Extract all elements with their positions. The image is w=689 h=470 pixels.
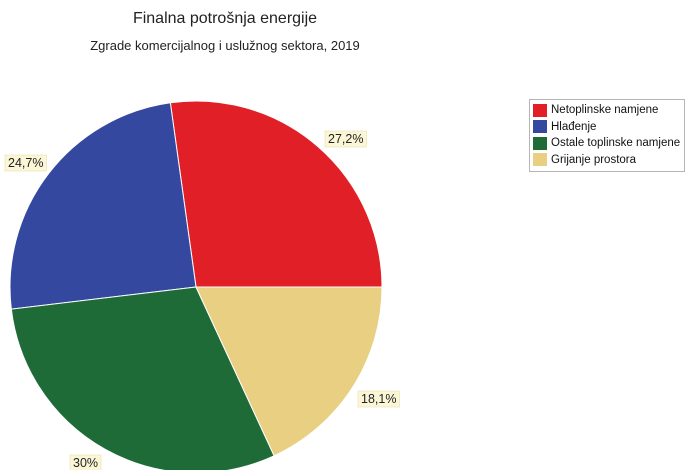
chart-title: Finalna potrošnja energije xyxy=(132,10,318,27)
legend-swatch-ostale-toplinske xyxy=(533,136,547,150)
data-label-text-0: 27,2% xyxy=(328,132,363,146)
data-label-0: 27,2% xyxy=(324,130,367,148)
data-label-3: 24,7% xyxy=(4,154,47,172)
data-label-1: 18,1% xyxy=(357,390,400,408)
legend-label-grijanje-prostora: Grijanje prostora xyxy=(551,153,637,166)
data-label-text-2: 30% xyxy=(73,456,98,470)
data-label-bg-2 xyxy=(69,454,102,470)
data-label-text-3: 24,7% xyxy=(8,156,43,170)
legend-item-ostale-toplinske: Ostale toplinske namjene xyxy=(533,135,680,152)
legend-label-ostale-toplinske: Ostale toplinske namjene xyxy=(551,137,681,150)
pie-labels: 27,2% 18,1% 30% 24,7% xyxy=(4,130,400,470)
data-label-bg-0 xyxy=(324,130,367,148)
data-label-bg-3 xyxy=(4,154,47,172)
legend-item-grijanje-prostora: Grijanje prostora xyxy=(533,152,680,169)
chart-subtitle: Zgrade komercijalnog i uslužnog sektora,… xyxy=(90,38,360,53)
legend-item-netoplinske: Netoplinske namjene xyxy=(533,102,680,119)
pie-slice-ostale-toplinske-namjene xyxy=(10,286,275,470)
legend-swatch-netoplinske xyxy=(533,103,547,117)
pie-slice-netoplinske-namjene xyxy=(169,100,383,288)
pie-slice-hla-enje xyxy=(9,102,197,310)
data-label-2: 30% xyxy=(69,454,102,470)
data-label-text-1: 18,1% xyxy=(361,392,396,406)
legend-item-hladenje: Hlađenje xyxy=(533,119,680,136)
chart-legend: Netoplinske namjene Hlađenje Ostale topl… xyxy=(529,99,686,172)
legend-swatch-hladenje xyxy=(533,120,547,134)
legend-label-hladenje: Hlađenje xyxy=(551,120,597,133)
legend-label-netoplinske: Netoplinske namjene xyxy=(551,104,659,117)
pie-slices xyxy=(9,100,383,470)
pie-slice-grijanje-prostora xyxy=(195,286,383,457)
legend-swatch-grijanje-prostora xyxy=(533,153,547,167)
data-label-bg-1 xyxy=(357,390,400,408)
